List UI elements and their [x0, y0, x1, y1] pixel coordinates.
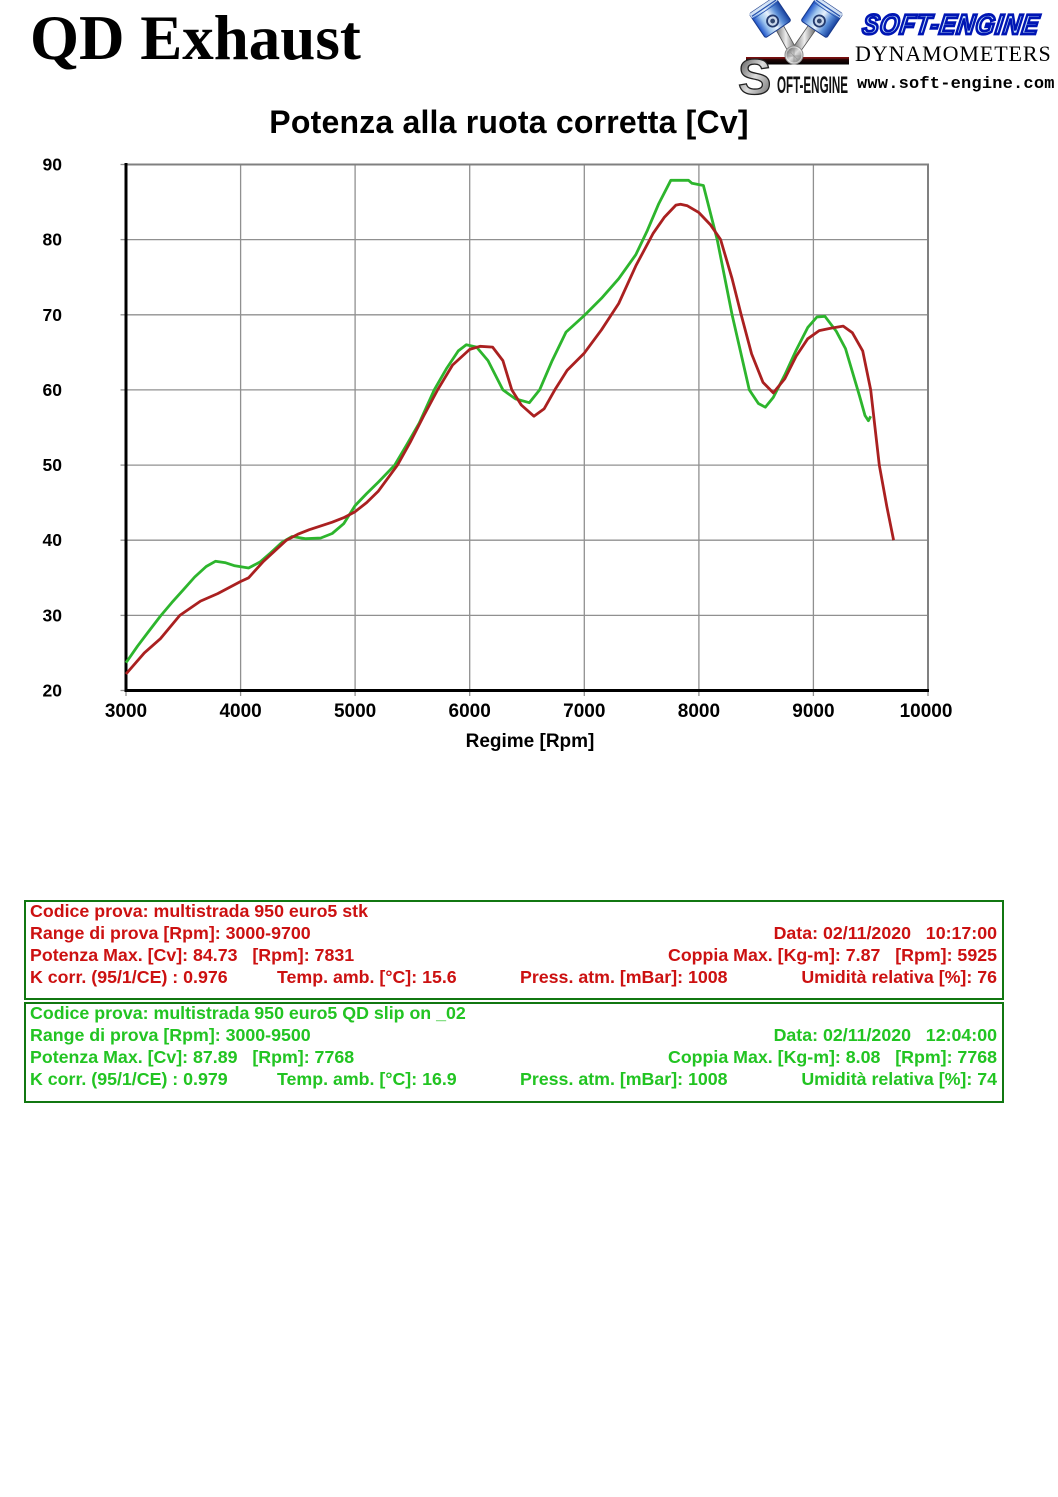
svg-text:60: 60	[43, 380, 63, 400]
svg-text:S: S	[738, 49, 771, 100]
svg-text:OFT-ENGINE: OFT-ENGINE	[777, 71, 848, 98]
svg-text:40: 40	[43, 530, 63, 550]
svg-text:8000: 8000	[678, 701, 720, 722]
svg-text:4000: 4000	[219, 701, 261, 722]
svg-text:Potenza alla ruota corretta [C: Potenza alla ruota corretta [Cv]	[269, 104, 748, 140]
svg-text:3000: 3000	[105, 701, 147, 722]
svg-text:5000: 5000	[334, 701, 376, 722]
svg-text:50: 50	[43, 455, 63, 475]
svg-text:9000: 9000	[792, 701, 834, 722]
svg-text:90: 90	[43, 155, 63, 175]
svg-text:10000: 10000	[900, 701, 953, 722]
svg-text:7000: 7000	[563, 701, 605, 722]
svg-text:30: 30	[43, 605, 63, 625]
svg-text:Regime [Rpm]: Regime [Rpm]	[466, 731, 595, 752]
svg-text:70: 70	[43, 305, 63, 325]
svg-text:20: 20	[43, 681, 63, 701]
svg-text:80: 80	[43, 230, 63, 250]
svg-text:6000: 6000	[449, 701, 491, 722]
